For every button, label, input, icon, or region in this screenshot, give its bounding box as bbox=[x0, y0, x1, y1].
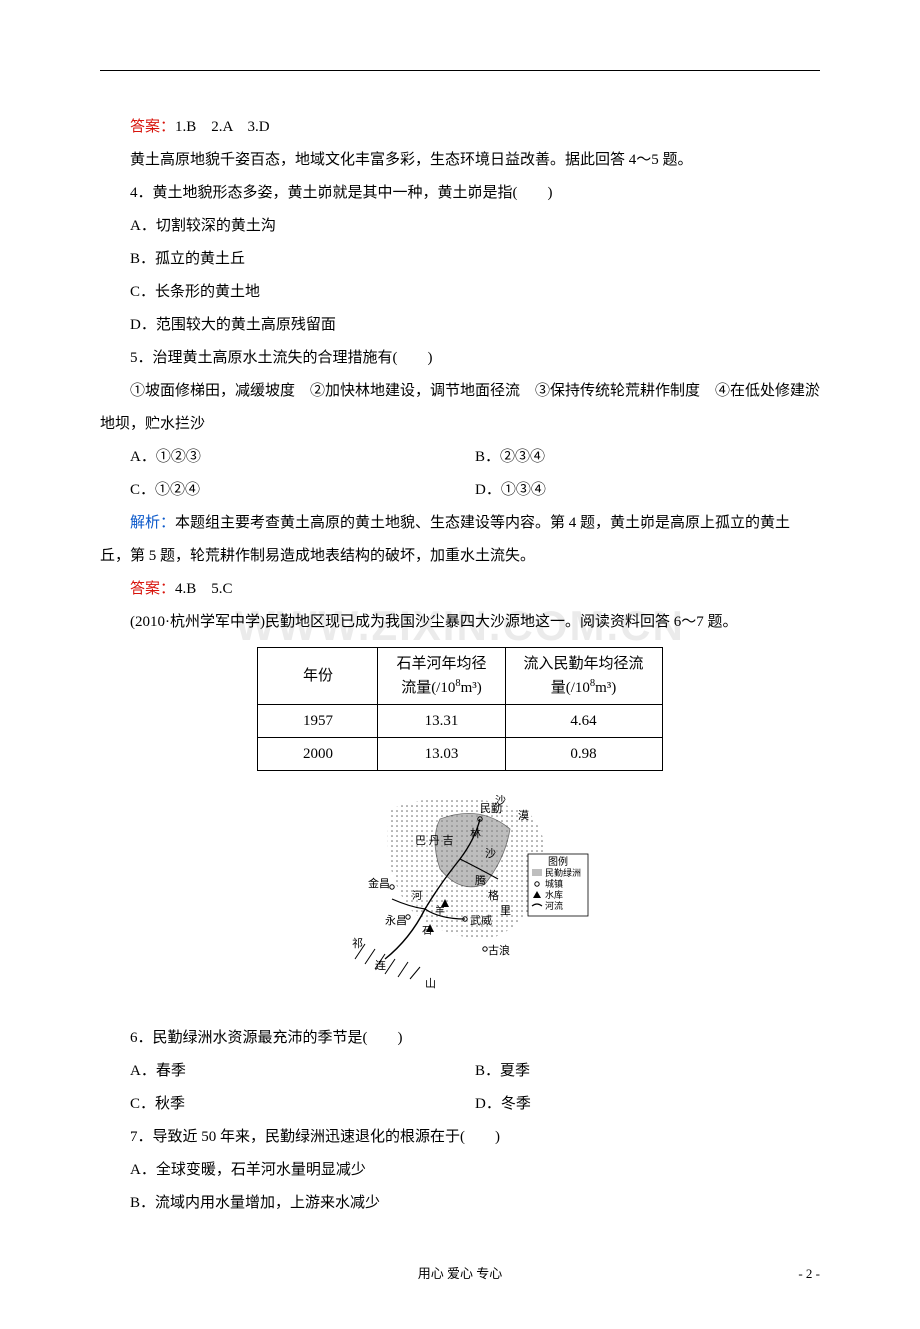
lbl-lin: 林 bbox=[470, 826, 481, 840]
q5-opt-c: C．①②④ bbox=[130, 474, 475, 507]
legend-oasis: 民勤绿洲 bbox=[545, 867, 581, 878]
lbl-shan: 山 bbox=[425, 977, 436, 989]
lbl-teng: 腾 bbox=[475, 873, 486, 887]
legend-reservoir: 水库 bbox=[545, 889, 563, 900]
q7-stem: 7．导致近 50 年来，民勤绿洲迅速退化的根源在于( ) bbox=[100, 1121, 820, 1154]
lbl-gulang: 古浪 bbox=[488, 943, 510, 957]
cell-c2-1: 0.98 bbox=[505, 738, 662, 771]
answers-2: 答案：4.B 5.C bbox=[100, 573, 820, 606]
intro-huangtu: 黄土高原地貌千姿百态，地域文化丰富多彩，生态环境日益改善。据此回答 4～5 题。 bbox=[100, 144, 820, 177]
lbl-he: 河 bbox=[412, 890, 422, 902]
q5-row-cd: C．①②④ D．①③④ bbox=[130, 474, 820, 507]
q4-opt-d: D．范围较大的黄土高原残留面 bbox=[100, 309, 820, 342]
table-row: 1957 13.31 4.64 bbox=[258, 705, 662, 738]
map-svg: 民勤 沙 漠 巴 丹 吉 林 沙 腾 格 里 金昌 永昌 武威 古浪 祁 连 山… bbox=[330, 789, 590, 989]
q6-opt-d: D．冬季 bbox=[475, 1088, 820, 1121]
q4-opt-b: B．孤立的黄土丘 bbox=[100, 243, 820, 276]
lbl-badan: 巴 丹 吉 bbox=[415, 834, 454, 847]
minqin-map: 民勤 沙 漠 巴 丹 吉 林 沙 腾 格 里 金昌 永昌 武威 古浪 祁 连 山… bbox=[100, 789, 820, 1002]
lbl-yongchang: 永昌 bbox=[385, 913, 407, 927]
cell-year-1: 2000 bbox=[258, 738, 378, 771]
q6-stem: 6．民勤绿洲水资源最充沛的季节是( ) bbox=[100, 1022, 820, 1055]
intro-minqin: (2010·杭州学军中学)民勤地区现已成为我国沙尘暴四大沙源地这一。阅读资料回答… bbox=[100, 606, 820, 639]
lbl-qi: 祁 bbox=[352, 936, 363, 950]
q5-row-ab: A．①②③ B．②③④ bbox=[130, 441, 820, 474]
q6-row-cd: C．秋季 D．冬季 bbox=[130, 1088, 820, 1121]
q6-opt-b: B．夏季 bbox=[475, 1055, 820, 1088]
answer-set-1: 1.B 2.A 3.D bbox=[175, 119, 270, 135]
legend-river: 河流 bbox=[545, 900, 563, 911]
answer-label-1: 答案： bbox=[130, 119, 175, 135]
cell-c1-1: 13.03 bbox=[378, 738, 505, 771]
table-row: 2000 13.03 0.98 bbox=[258, 738, 662, 771]
q7-opt-b: B．流域内用水量增加，上游来水减少 bbox=[100, 1187, 820, 1220]
page-number: - 2 - bbox=[798, 1260, 820, 1289]
answers-1: 答案：1.B 2.A 3.D bbox=[100, 111, 820, 144]
th-col2: 流入民勤年均径流 量(/108m³) bbox=[505, 648, 662, 705]
footer: 用心 爱心 专心 - 2 - bbox=[100, 1260, 820, 1289]
lbl-lian: 连 bbox=[375, 959, 386, 972]
lbl-wuwei: 武威 bbox=[470, 914, 492, 927]
lbl-jinchang: 金昌 bbox=[368, 876, 390, 890]
q5-opt-d: D．①③④ bbox=[475, 474, 820, 507]
svg-text:格: 格 bbox=[488, 888, 499, 902]
analysis-label-1: 解析： bbox=[130, 515, 175, 531]
q4-stem: 4．黄土地貌形态多姿，黄土峁就是其中一种，黄土峁是指( ) bbox=[100, 177, 820, 210]
cell-year-0: 1957 bbox=[258, 705, 378, 738]
q4-opt-c: C．长条形的黄土地 bbox=[100, 276, 820, 309]
q5-opt-b: B．②③④ bbox=[475, 441, 820, 474]
q6-row-ab: A．春季 B．夏季 bbox=[130, 1055, 820, 1088]
answer-label-2: 答案： bbox=[130, 581, 175, 597]
th-col1: 石羊河年均径 流量(/108m³) bbox=[378, 648, 505, 705]
lbl-sha2: 漠 bbox=[518, 809, 529, 822]
lbl-shi: 石 bbox=[422, 926, 432, 937]
th-year: 年份 bbox=[258, 648, 378, 705]
q4-opt-a: A．切割较深的黄土沟 bbox=[100, 210, 820, 243]
legend-town: 城镇 bbox=[545, 878, 563, 889]
legend-title: 图例 bbox=[548, 855, 568, 868]
answer-set-2: 4.B 5.C bbox=[175, 581, 233, 597]
runoff-table: 年份 石羊河年均径 流量(/108m³) 流入民勤年均径流 量(/108m³) … bbox=[257, 647, 662, 771]
footer-text: 用心 爱心 专心 bbox=[418, 1266, 503, 1281]
svg-text:里: 里 bbox=[500, 904, 511, 917]
q5-opts-line: ①坡面修梯田，减缓坡度 ②加快林地建设，调节地面径流 ③保持传统轮荒耕作制度 ④… bbox=[100, 375, 820, 441]
top-rule bbox=[100, 70, 820, 71]
cell-c2-0: 4.64 bbox=[505, 705, 662, 738]
q6-opt-c: C．秋季 bbox=[130, 1088, 475, 1121]
lbl-sha: 沙 bbox=[485, 847, 496, 860]
q6-opt-a: A．春季 bbox=[130, 1055, 475, 1088]
q5-opt-a: A．①②③ bbox=[130, 441, 475, 474]
q5-stem: 5．治理黄土高原水土流失的合理措施有( ) bbox=[100, 342, 820, 375]
lbl-sha1: 沙 bbox=[495, 794, 506, 807]
q7-opt-a: A．全球变暖，石羊河水量明显减少 bbox=[100, 1154, 820, 1187]
cell-c1-0: 13.31 bbox=[378, 705, 505, 738]
analysis-text-1: 本题组主要考查黄土高原的黄土地貌、生态建设等内容。第 4 题，黄土峁是高原上孤立… bbox=[100, 515, 790, 564]
lbl-yang: 羊 bbox=[435, 904, 445, 917]
analysis-1: 解析：本题组主要考查黄土高原的黄土地貌、生态建设等内容。第 4 题，黄土峁是高原… bbox=[100, 507, 820, 573]
